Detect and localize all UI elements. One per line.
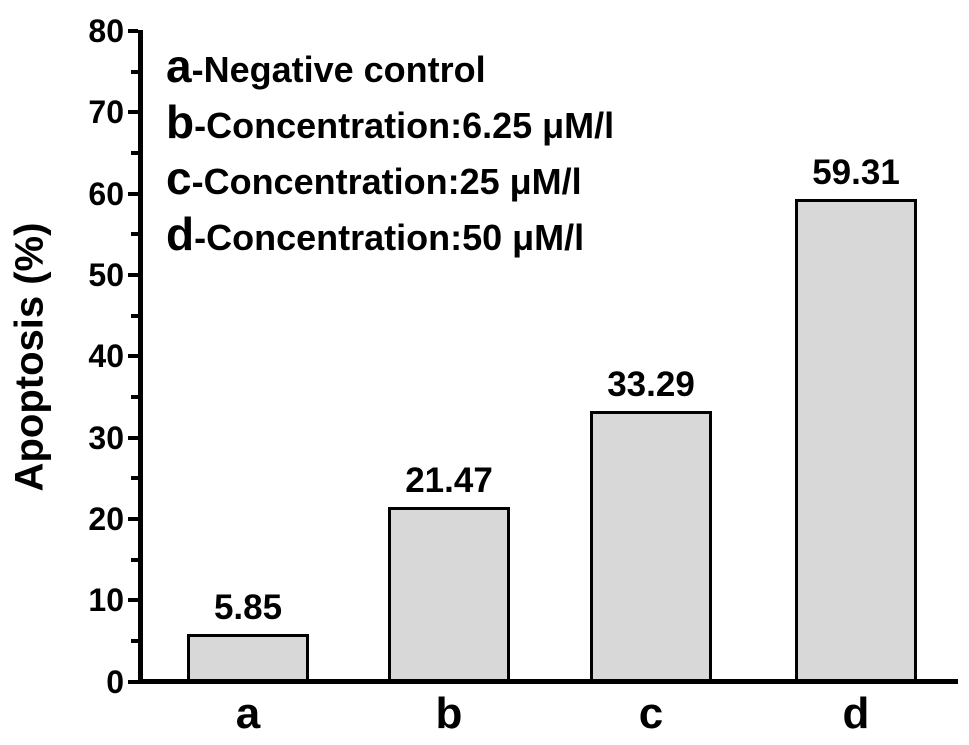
legend-key: b	[166, 96, 195, 148]
bar-b	[388, 506, 510, 683]
y-tick-label: 70	[88, 94, 124, 131]
y-minor-tick	[131, 394, 138, 399]
y-minor-tick	[131, 557, 138, 562]
y-minor-tick	[131, 638, 138, 643]
y-major-tick	[128, 679, 138, 684]
legend-text: -Negative control	[191, 49, 486, 90]
y-tick-label: 10	[88, 582, 124, 619]
y-major-tick	[128, 516, 138, 521]
bar-value-label: 33.29	[607, 364, 695, 404]
y-minor-tick	[131, 69, 138, 74]
bar-d	[795, 199, 917, 683]
legend-item-b: b-Concentration:6.25 μM/l	[166, 94, 614, 150]
legend-item-a: a-Negative control	[166, 38, 614, 94]
bar-a	[187, 633, 309, 683]
y-major-tick	[128, 354, 138, 359]
y-axis-line	[138, 30, 143, 684]
bar-c	[590, 410, 712, 683]
y-tick-label: 20	[88, 500, 124, 537]
legend-text: -Concentration:50 μM/l	[194, 217, 585, 258]
y-major-tick	[128, 29, 138, 34]
bar-value-label: 59.31	[812, 153, 900, 193]
bar-value-label: 5.85	[213, 587, 283, 627]
y-minor-tick	[131, 313, 138, 318]
y-tick-label: 0	[106, 663, 124, 700]
x-category-label: c	[638, 689, 664, 738]
y-tick-label: 30	[88, 419, 124, 456]
y-tick-label: 80	[88, 13, 124, 50]
x-axis-line	[138, 679, 958, 684]
legend: a-Negative control b-Concentration:6.25 μ…	[166, 38, 614, 262]
legend-text: -Concentration:6.25 μM/l	[194, 105, 615, 146]
bar-value-label: 21.47	[405, 460, 493, 500]
legend-key: c	[166, 152, 192, 204]
legend-text: -Concentration:25 μM/l	[191, 161, 582, 202]
y-major-tick	[128, 435, 138, 440]
x-category-label: a	[235, 689, 261, 738]
y-major-tick	[128, 273, 138, 277]
legend-key: d	[166, 208, 195, 260]
y-tick-label: 60	[88, 175, 124, 212]
legend-key: a	[166, 40, 192, 92]
y-minor-tick	[131, 232, 138, 237]
legend-item-c: c-Concentration:25 μM/l	[166, 150, 614, 206]
x-category-label: d	[842, 689, 870, 738]
y-major-tick	[128, 598, 138, 603]
legend-item-d: d-Concentration:50 μM/l	[166, 206, 614, 262]
y-tick-label: 40	[88, 338, 124, 375]
y-major-tick	[128, 191, 138, 196]
x-category-label: b	[435, 689, 463, 738]
y-minor-tick	[131, 151, 138, 156]
y-tick-label: 50	[88, 257, 124, 293]
y-major-tick	[128, 110, 138, 115]
y-minor-tick	[131, 476, 138, 481]
